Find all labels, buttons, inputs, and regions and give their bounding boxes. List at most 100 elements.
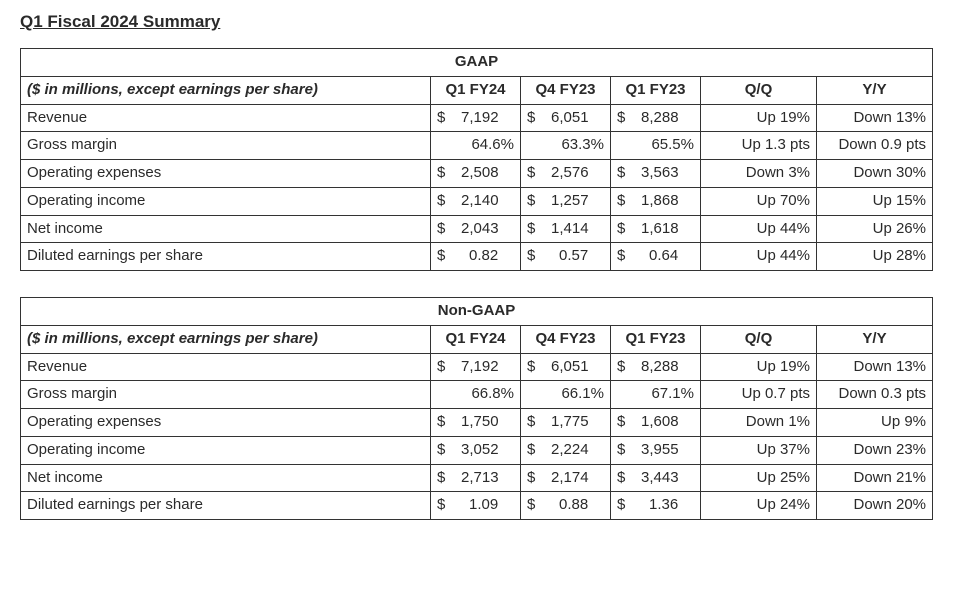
- value-text: 0.64: [649, 247, 678, 264]
- value-cell-money: $1,750: [431, 409, 521, 437]
- value-cell-money: $3,443: [611, 464, 701, 492]
- yy-cell: Down 20%: [817, 492, 933, 520]
- value-text: 2,713: [461, 469, 499, 486]
- yy-cell: Down 0.9 pts: [817, 132, 933, 160]
- value-cell-money: $6,051: [521, 353, 611, 381]
- value-cell-money: $2,508: [431, 160, 521, 188]
- value-text: 2,576: [551, 164, 589, 181]
- value-text: 2,174: [551, 469, 589, 486]
- table-row: Diluted earnings per share$1.09$0.88$1.3…: [21, 492, 933, 520]
- value-cell-money: $1,618: [611, 215, 701, 243]
- currency-sign: $: [527, 192, 537, 211]
- value-cell-money: $2,174: [521, 464, 611, 492]
- value-cell-money: $1,257: [521, 187, 611, 215]
- value-cell-money: $0.82: [431, 243, 521, 271]
- column-header: Q4 FY23: [521, 76, 611, 104]
- row-label: Revenue: [21, 353, 431, 381]
- value-cell-money: $1,414: [521, 215, 611, 243]
- column-header: Q1 FY24: [431, 325, 521, 353]
- value-text: 2,508: [461, 164, 499, 181]
- value-cell-money: $0.64: [611, 243, 701, 271]
- value-text: 7,192: [461, 109, 499, 126]
- financial-table: GAAP($ in millions, except earnings per …: [20, 48, 933, 271]
- value-cell-money: $3,052: [431, 436, 521, 464]
- currency-sign: $: [437, 192, 447, 211]
- value-cell-money: $8,288: [611, 104, 701, 132]
- value-text: 0.88: [559, 496, 588, 513]
- row-label: Gross margin: [21, 132, 431, 160]
- currency-sign: $: [527, 469, 537, 488]
- qq-cell: Up 70%: [701, 187, 817, 215]
- currency-sign: $: [437, 358, 447, 377]
- column-header: Q/Q: [701, 325, 817, 353]
- qq-cell: Up 0.7 pts: [701, 381, 817, 409]
- currency-sign: $: [437, 109, 447, 128]
- qq-cell: Up 19%: [701, 353, 817, 381]
- qq-cell: Up 24%: [701, 492, 817, 520]
- value-cell-percent: 63.3%: [521, 132, 611, 160]
- value-text: 1,775: [551, 413, 589, 430]
- yy-cell: Down 21%: [817, 464, 933, 492]
- column-header: Q4 FY23: [521, 325, 611, 353]
- currency-sign: $: [617, 109, 627, 128]
- yy-cell: Down 13%: [817, 353, 933, 381]
- value-cell-money: $2,043: [431, 215, 521, 243]
- yy-cell: Up 26%: [817, 215, 933, 243]
- column-header: Q1 FY23: [611, 76, 701, 104]
- value-cell-money: $3,563: [611, 160, 701, 188]
- row-label: Diluted earnings per share: [21, 492, 431, 520]
- currency-sign: $: [437, 247, 447, 266]
- value-text: 1,257: [551, 192, 589, 209]
- value-text: 1.36: [649, 496, 678, 513]
- table-title: Non-GAAP: [21, 298, 933, 326]
- currency-sign: $: [617, 247, 627, 266]
- value-text: 2,224: [551, 441, 589, 458]
- value-cell-money: $1,775: [521, 409, 611, 437]
- value-cell-money: $3,955: [611, 436, 701, 464]
- row-label: Revenue: [21, 104, 431, 132]
- qq-cell: Up 1.3 pts: [701, 132, 817, 160]
- value-text: 3,443: [641, 469, 679, 486]
- page-title: Q1 Fiscal 2024 Summary: [20, 12, 936, 32]
- currency-sign: $: [527, 109, 537, 128]
- value-cell-money: $1,608: [611, 409, 701, 437]
- table-row: Gross margin64.6%63.3%65.5%Up 1.3 ptsDow…: [21, 132, 933, 160]
- qq-cell: Up 37%: [701, 436, 817, 464]
- value-text: 7,192: [461, 358, 499, 375]
- value-cell-money: $8,288: [611, 353, 701, 381]
- table-row: Operating expenses$1,750$1,775$1,608Down…: [21, 409, 933, 437]
- column-header: Q1 FY24: [431, 76, 521, 104]
- value-cell-money: $1,868: [611, 187, 701, 215]
- currency-sign: $: [527, 496, 537, 515]
- value-cell-money: $0.88: [521, 492, 611, 520]
- qq-cell: Down 1%: [701, 409, 817, 437]
- currency-sign: $: [617, 469, 627, 488]
- currency-sign: $: [437, 441, 447, 460]
- header-label: ($ in millions, except earnings per shar…: [21, 325, 431, 353]
- value-text: 0.57: [559, 247, 588, 264]
- value-text: 6,051: [551, 358, 589, 375]
- column-header: Y/Y: [817, 76, 933, 104]
- value-cell-money: $1.09: [431, 492, 521, 520]
- header-label: ($ in millions, except earnings per shar…: [21, 76, 431, 104]
- yy-cell: Down 0.3 pts: [817, 381, 933, 409]
- table-title: GAAP: [21, 49, 933, 77]
- column-header: Q/Q: [701, 76, 817, 104]
- currency-sign: $: [617, 441, 627, 460]
- value-cell-money: $1.36: [611, 492, 701, 520]
- qq-cell: Down 3%: [701, 160, 817, 188]
- value-text: 1,414: [551, 220, 589, 237]
- yy-cell: Down 30%: [817, 160, 933, 188]
- yy-cell: Up 28%: [817, 243, 933, 271]
- column-header: Q1 FY23: [611, 325, 701, 353]
- yy-cell: Up 15%: [817, 187, 933, 215]
- currency-sign: $: [527, 220, 537, 239]
- row-label: Operating income: [21, 187, 431, 215]
- currency-sign: $: [437, 220, 447, 239]
- value-cell-money: $0.57: [521, 243, 611, 271]
- table-row: Operating income$2,140$1,257$1,868Up 70%…: [21, 187, 933, 215]
- value-text: 3,052: [461, 441, 499, 458]
- currency-sign: $: [617, 496, 627, 515]
- currency-sign: $: [437, 164, 447, 183]
- row-label: Net income: [21, 464, 431, 492]
